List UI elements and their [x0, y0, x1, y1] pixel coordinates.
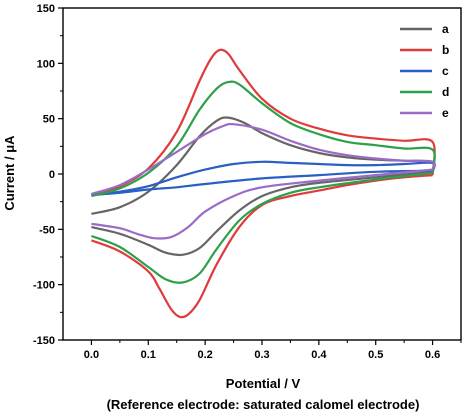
series-b-forward-line: [91, 48, 436, 197]
legend-label-b: b: [442, 43, 449, 57]
series-e-reverse-line: [91, 168, 433, 240]
series-c: [91, 160, 436, 197]
y-axis-label: Current / μA: [2, 135, 17, 211]
y-tick-label: -150: [33, 335, 55, 347]
legend-label-c: c: [442, 64, 449, 78]
legend-label-a: a: [442, 22, 449, 36]
x-tick-label: 0.3: [254, 349, 269, 361]
legend-label-e: e: [442, 106, 449, 120]
x-axis-label-note: (Reference electrode: saturated calomel …: [107, 397, 420, 412]
x-tick-label: 0.5: [368, 349, 383, 361]
series-e: [91, 122, 436, 240]
y-tick-label: 150: [37, 3, 55, 15]
series-b-reverse-line: [91, 174, 433, 319]
series-layer: [91, 48, 436, 319]
y-tick-label: 100: [37, 58, 55, 70]
y-tick-label: 0: [49, 169, 55, 181]
x-tick-label: 0.6: [425, 349, 440, 361]
x-tick-label: 0.2: [197, 349, 212, 361]
y-axis-ticks: -150 -100 -50 0 50 100 150: [33, 3, 63, 347]
series-d-reverse-line: [91, 171, 433, 284]
x-tick-label: 0.0: [84, 349, 99, 361]
y-tick-label: 50: [43, 114, 55, 126]
x-axis-ticks: 0.0 0.1 0.2 0.3 0.4 0.5 0.6: [84, 340, 462, 361]
series-c-reverse-line: [91, 169, 433, 197]
series-e-forward-line: [91, 122, 436, 195]
y-tick-label: -100: [33, 280, 55, 292]
series-a-reverse-line: [91, 170, 433, 257]
series-b: [91, 48, 436, 319]
x-axis-label: Potential / V: [226, 376, 301, 391]
legend-label-d: d: [442, 85, 449, 99]
x-tick-label: 0.1: [141, 349, 156, 361]
series-d: [91, 80, 436, 284]
y-tick-label: -50: [39, 224, 55, 236]
series-c-forward-line: [91, 160, 436, 197]
x-tick-label: 0.4: [311, 349, 327, 361]
